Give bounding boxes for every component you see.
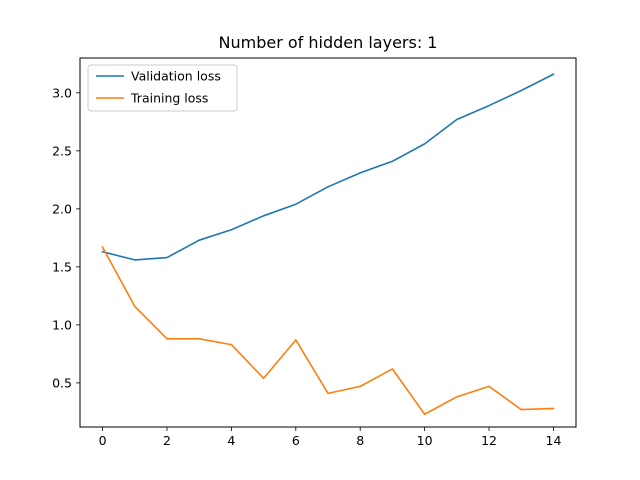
chart-title: Number of hidden layers: 1 (219, 33, 438, 52)
axes-frame (79, 57, 577, 428)
legend-label-1: Training loss (130, 91, 208, 106)
series-line-1 (101, 246, 555, 416)
y-tick-label: 2.5 (52, 143, 72, 158)
x-tick-label: 6 (292, 433, 300, 448)
x-tick-label: 8 (356, 433, 364, 448)
y-tick-label: 1.0 (52, 317, 72, 332)
x-tick-label: 4 (227, 433, 235, 448)
legend-box (87, 64, 238, 112)
y-tick-label: 3.0 (52, 85, 72, 100)
x-tick-label: 0 (99, 433, 107, 448)
plot-area (101, 73, 555, 416)
series-line-0 (101, 73, 555, 261)
y-tick-label: 1.5 (52, 259, 72, 274)
y-tick-label: 2.0 (52, 201, 72, 216)
x-tick-label: 12 (481, 433, 497, 448)
x-axis: 0 2 4 6 8 10 12 14 (99, 427, 562, 448)
legend: Validation loss Training loss (87, 64, 238, 112)
x-tick-label: 10 (417, 433, 433, 448)
x-tick-label: 2 (163, 433, 171, 448)
x-tick-label: 14 (546, 433, 562, 448)
y-tick-label: 0.5 (52, 375, 72, 390)
legend-label-0: Validation loss (131, 69, 221, 84)
y-axis: 0.5 1.0 1.5 2.0 2.5 3.0 (52, 85, 80, 390)
